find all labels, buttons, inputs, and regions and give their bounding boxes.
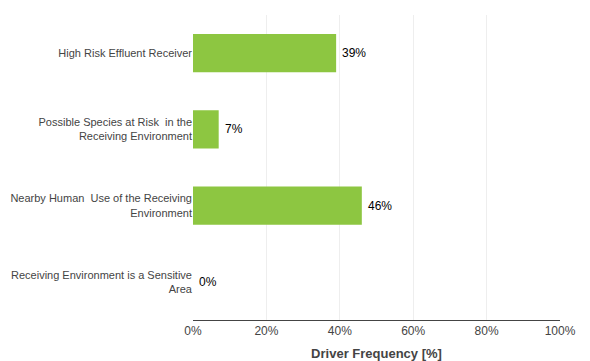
svg-text:80%: 80% [475,324,499,338]
svg-text:40%: 40% [328,324,352,338]
svg-text:Receiving Environment is a Sen: Receiving Environment is a SensitiveArea [11,269,193,295]
svg-text:Driver Frequency [%]: Driver Frequency [%] [311,346,442,361]
svg-text:60%: 60% [401,324,425,338]
svg-text:0%: 0% [184,324,202,338]
svg-text:46%: 46% [368,199,392,213]
svg-text:7%: 7% [225,122,243,136]
svg-text:Nearby Human Use of the Recei: Nearby Human Use of the ReceivingEnviron… [10,192,192,218]
svg-text:100%: 100% [545,324,576,338]
svg-text:Possible Species at Risk in t: Possible Species at Risk in theReceiving… [39,116,192,142]
svg-text:20%: 20% [254,324,278,338]
svg-text:0%: 0% [199,275,217,289]
svg-text:High Risk Effluent Receiver: High Risk Effluent Receiver [58,47,192,59]
svg-text:39%: 39% [342,46,366,60]
